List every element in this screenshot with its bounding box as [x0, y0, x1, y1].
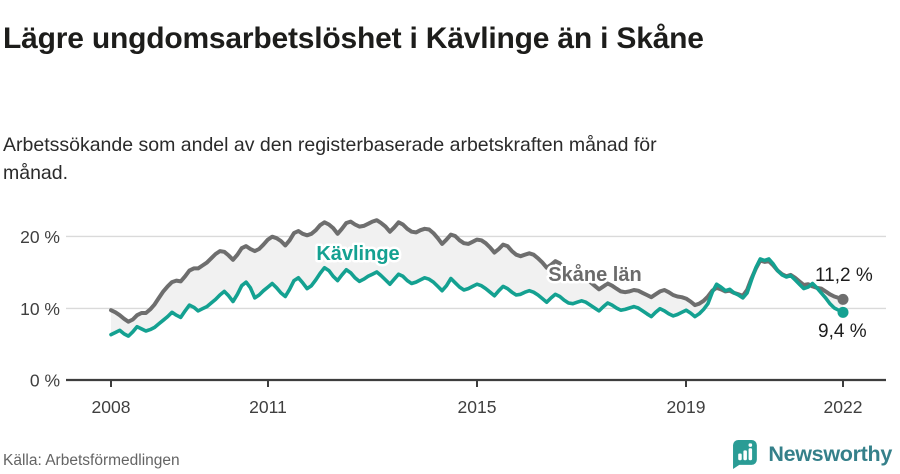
y-tick-label-10: 10 % — [20, 299, 60, 319]
x-tick-label-2008: 2008 — [92, 397, 131, 417]
y-tick-label-0: 0 % — [30, 371, 60, 391]
end-value-skane: 11,2 % — [815, 265, 873, 286]
series-label-kavlinge: Kävlinge — [316, 243, 399, 265]
newsworthy-logo[interactable]: Newsworthy — [732, 440, 892, 469]
series-label-skane: Skåne län — [548, 263, 641, 286]
x-tick-label-2015: 2015 — [458, 397, 497, 417]
x-tick-label-2022: 2022 — [824, 397, 863, 417]
series-group — [109, 218, 849, 338]
end-value-kavlinge: 9,4 % — [818, 321, 867, 342]
x-tick-label-2019: 2019 — [667, 397, 706, 417]
page-title: Lägre ungdomsarbetslöshet i Kävlinge än … — [3, 22, 704, 56]
y-tick-label-20: 20 % — [20, 227, 60, 247]
newsworthy-wordmark: Newsworthy — [768, 442, 892, 466]
between-series-band — [111, 220, 843, 337]
line-chart: 20 % 10 % 0 % 2008 2011 2015 2019 2022 K… — [20, 218, 886, 417]
chart-description: Arbetssökande som andel av den registerb… — [3, 133, 657, 184]
kavlinge-end-dot — [837, 306, 849, 318]
kavlinge-line — [109, 257, 845, 338]
source-note: Källa: Arbetsförmedlingen — [3, 452, 180, 469]
skane-end-dot — [837, 293, 849, 305]
logo-bars-icon — [738, 443, 753, 461]
x-tick-label-2011: 2011 — [249, 397, 287, 417]
newsworthy-icon — [733, 440, 758, 469]
